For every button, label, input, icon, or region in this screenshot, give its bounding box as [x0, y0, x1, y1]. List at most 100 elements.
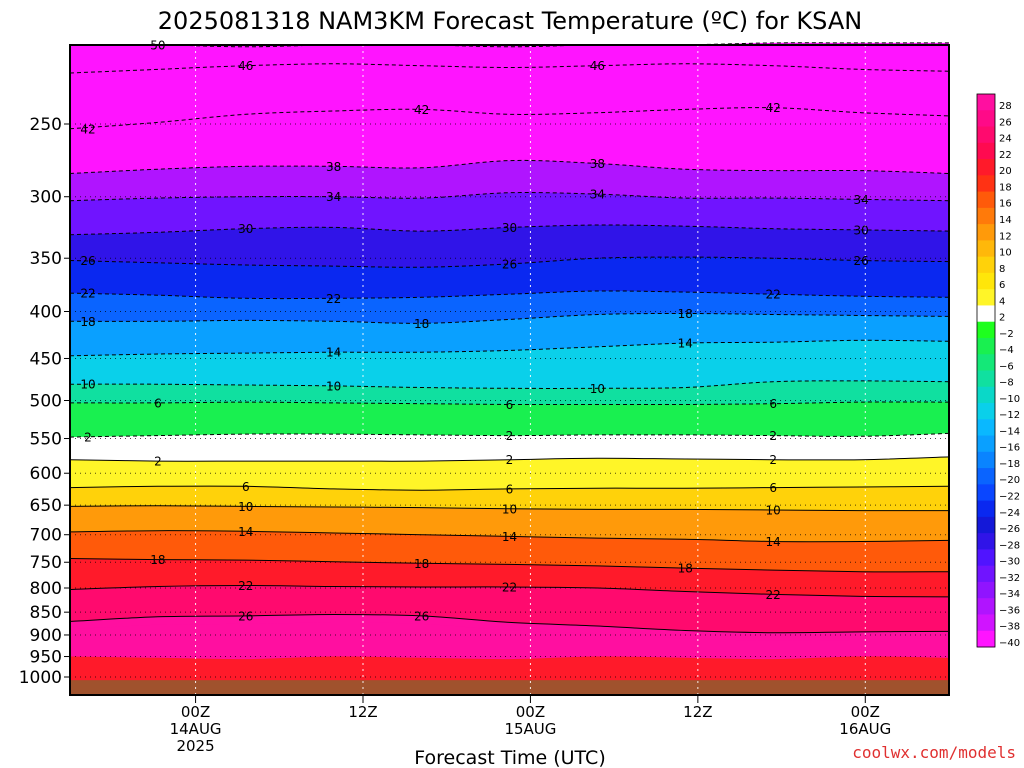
colorbar-label: 16 — [999, 199, 1012, 210]
colorbar-label: 24 — [999, 134, 1012, 145]
isotherm-contours — [69, 42, 950, 634]
isotherm-label: 18 — [80, 315, 95, 329]
y-tick-label: 300 — [30, 188, 62, 208]
isotherm-label: 14 — [502, 530, 517, 544]
colorbar-swatch — [977, 451, 995, 469]
isotherm-label: 34 — [590, 188, 605, 202]
isotherm-label: 22 — [766, 588, 781, 602]
isotherm-label: 18 — [414, 317, 429, 331]
colorbar-swatch — [977, 272, 995, 290]
colorbar-label: 12 — [999, 231, 1012, 242]
isotherm-line — [69, 192, 950, 202]
isotherm-line — [69, 290, 950, 300]
y-axis: 250 300 350 400 450 500 550 600 650 700 750 800 850 9… — [19, 115, 70, 688]
colorbar-label: 10 — [999, 248, 1012, 259]
y-tick-label: 500 — [30, 392, 62, 412]
colorbar-frame — [976, 93, 996, 648]
colorbar-label: −18 — [999, 459, 1020, 470]
x-tick-label: 00Z — [516, 703, 545, 721]
y-tick-label: 700 — [30, 526, 62, 546]
colorbar-swatch — [977, 500, 995, 518]
isotherm-label: 30 — [853, 223, 868, 237]
colorbar-swatch — [977, 468, 995, 485]
colorbar-swatch — [977, 533, 995, 550]
isotherm-line — [69, 312, 950, 324]
colorbar-label: 28 — [999, 101, 1012, 112]
colorbar-label: −36 — [999, 605, 1020, 616]
colorbar-label: −22 — [999, 491, 1020, 502]
isotherm-label: 10 — [502, 502, 517, 516]
x-tick-label: 00Z — [851, 703, 880, 721]
isotherm-label: 18 — [414, 557, 429, 571]
isotherm-label: 26 — [502, 257, 517, 271]
colorbar: 28 26 24 22 20 18 16 14 12 10 8 6 4 2 −2 −4 −6 −8 −10 −12 −1… — [976, 93, 1020, 649]
isotherm-line — [69, 224, 950, 236]
credit-text[interactable]: coolwx.com/models — [852, 743, 1016, 762]
colorbar-label: 22 — [999, 150, 1012, 161]
isotherm-label: 10 — [326, 379, 341, 393]
isotherm-label: 6 — [769, 397, 777, 411]
colorbar-label: 26 — [999, 117, 1012, 128]
colorbar-label: −30 — [999, 557, 1020, 568]
isotherm-label: 22 — [502, 580, 517, 594]
isotherm-label: 30 — [238, 222, 253, 236]
isotherm-label: 2 — [506, 429, 514, 443]
isotherm-label: 22 — [766, 288, 781, 302]
colorbar-label: 2 — [999, 313, 1005, 324]
colorbar-label: 18 — [999, 182, 1012, 193]
isotherm-line — [69, 558, 950, 573]
colorbar-label: −32 — [999, 573, 1020, 584]
isotherm-label: 6 — [506, 482, 514, 496]
x-tick-label: 15AUG — [504, 720, 556, 738]
isotherm-label: 34 — [853, 193, 868, 207]
colorbar-swatch — [977, 370, 995, 388]
isotherm-label: 2 — [154, 455, 162, 469]
x-tick-label: 16AUG — [839, 720, 891, 738]
y-tick-label: 750 — [30, 553, 62, 573]
chart-title: 2025081318 NAM3KM Forecast Temperature (… — [158, 7, 862, 35]
y-tick-label: 250 — [30, 115, 62, 135]
grid-lines — [70, 45, 949, 695]
y-tick-label: 850 — [30, 603, 62, 623]
isotherm-label: 22 — [238, 579, 253, 593]
isotherm-label: 6 — [154, 396, 162, 410]
colorbar-label: −16 — [999, 443, 1020, 454]
colorbar-label: −24 — [999, 508, 1020, 519]
isotherm-label: 26 — [238, 609, 253, 623]
colorbar-swatch — [977, 337, 995, 355]
isotherm-label: 14 — [766, 535, 781, 549]
y-tick-label: 550 — [30, 430, 62, 450]
isotherm-label: 26 — [853, 254, 868, 268]
isotherm-label: 6 — [242, 480, 250, 494]
colorbar-swatch — [977, 630, 995, 648]
colorbar-swatch — [977, 110, 995, 128]
isotherm-label: 42 — [414, 103, 429, 117]
colorbar-swatch — [977, 614, 995, 632]
y-tick-label: 650 — [30, 496, 62, 516]
colorbar-label: −20 — [999, 475, 1020, 486]
isotherm-line — [69, 485, 950, 491]
colorbar-swatch — [977, 435, 995, 453]
isotherm-line — [69, 530, 950, 543]
colorbar-label: −12 — [999, 410, 1020, 421]
isotherm-label: 2 — [506, 453, 514, 467]
colorbar-label: −28 — [999, 540, 1020, 551]
colorbar-swatch — [977, 94, 995, 111]
isotherm-label: 26 — [414, 609, 429, 623]
colorbar-label: −8 — [999, 378, 1014, 389]
isotherm-line — [69, 63, 950, 74]
isotherm-label: 18 — [678, 562, 693, 576]
colorbar-swatch — [977, 289, 995, 306]
colorbar-swatch — [977, 484, 995, 502]
colorbar-swatch — [977, 142, 995, 160]
isotherm-label: 46 — [238, 59, 253, 73]
colorbar-swatch — [977, 581, 995, 599]
isotherm-label: 46 — [590, 59, 605, 73]
isotherm-line — [69, 432, 950, 438]
colorbar-label: −40 — [999, 638, 1020, 649]
isotherm-label: 10 — [590, 382, 605, 396]
isotherm-label: 14 — [678, 337, 693, 351]
isotherm-line — [69, 339, 950, 357]
